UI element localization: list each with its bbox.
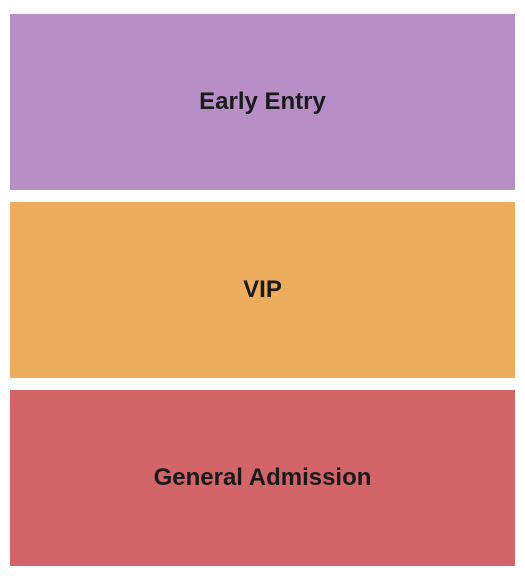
seating-chart: Early Entry VIP General Admission xyxy=(0,0,525,580)
section-label: General Admission xyxy=(154,464,372,492)
section-label: VIP xyxy=(243,276,282,304)
section-label: Early Entry xyxy=(199,88,326,116)
section-early-entry: Early Entry xyxy=(10,14,515,190)
section-general-admission: General Admission xyxy=(10,390,515,566)
section-vip: VIP xyxy=(10,202,515,378)
